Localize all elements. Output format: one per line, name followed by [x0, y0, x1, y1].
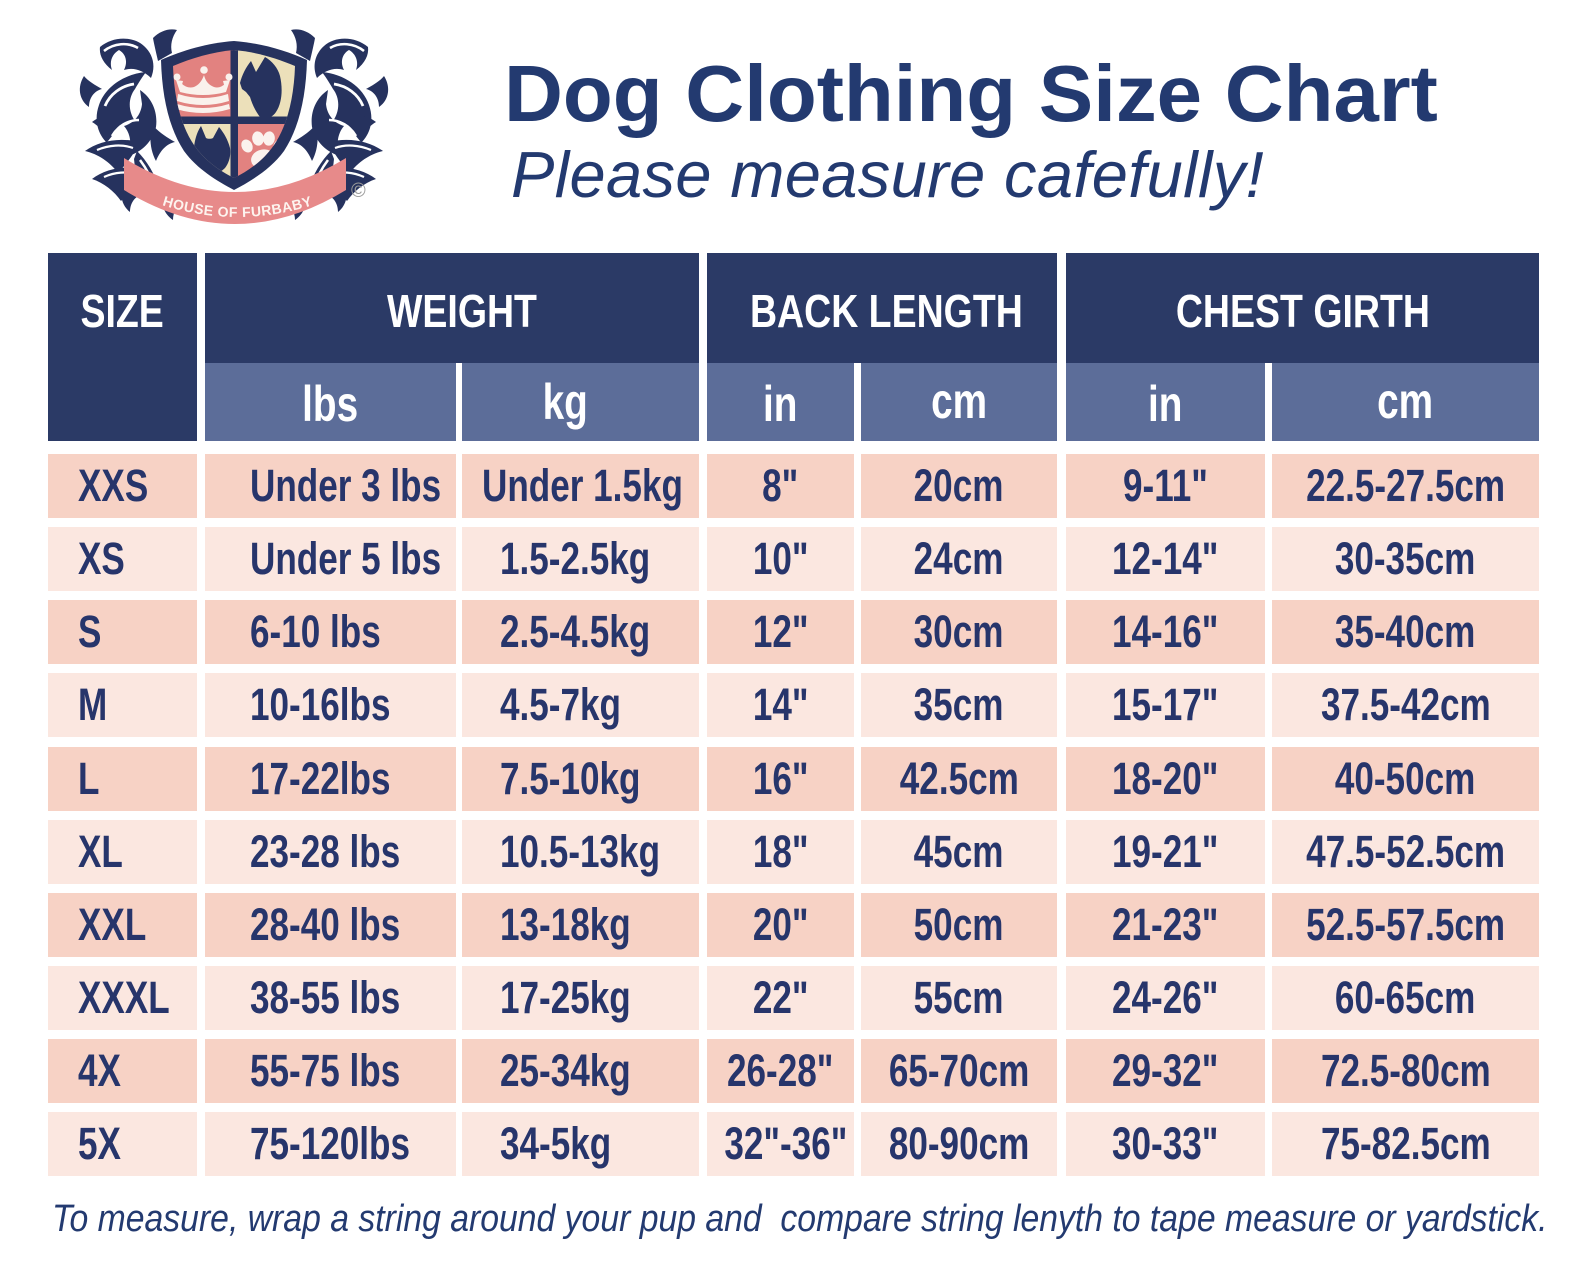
svg-text:©: © — [351, 180, 366, 202]
